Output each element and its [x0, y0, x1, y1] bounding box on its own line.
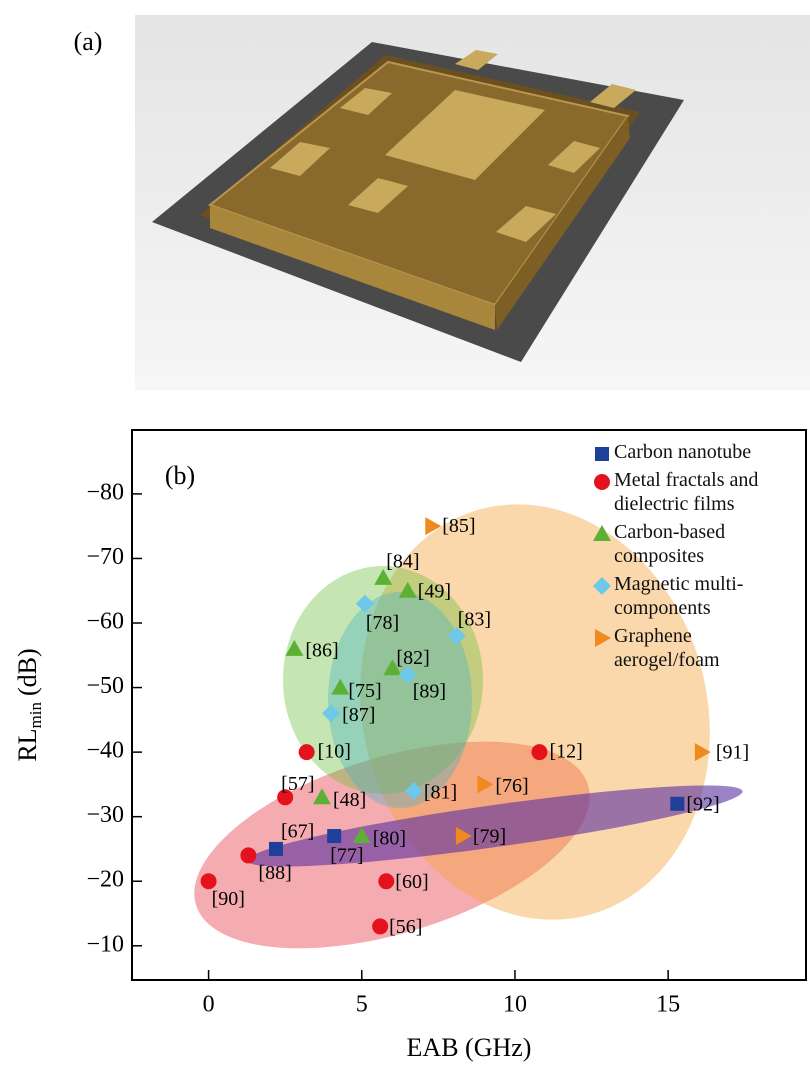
marker: [268, 841, 283, 856]
x-tick-label: 15: [656, 992, 680, 1018]
y-tick-label: −60: [86, 609, 124, 635]
marker: [398, 665, 417, 684]
legend-label: Metal fractals and dielectric films: [614, 469, 759, 515]
legend-swatch: [593, 525, 611, 541]
chart: 0 5 10 15 −10 −20 −30 −40 −50 −60 −70 −80 [67] [77] [9…: [86, 479, 749, 1017]
data-label: [88]: [258, 862, 291, 884]
marker: [312, 788, 331, 805]
data-label: [10]: [318, 741, 351, 763]
marker: [355, 594, 374, 613]
data-label: [76]: [495, 775, 528, 797]
marker: [595, 447, 609, 461]
data-label: [78]: [366, 612, 399, 634]
legend-swatch: [595, 629, 611, 647]
shaded-regions: [194, 504, 743, 949]
data-label: [85]: [442, 515, 475, 537]
marker: [378, 873, 395, 890]
data-label: [89]: [413, 680, 446, 702]
marker: [477, 775, 494, 794]
x-tick-label: 5: [356, 992, 368, 1018]
data-label: [49]: [418, 580, 451, 602]
data-label: [92]: [686, 793, 719, 815]
data-label: [75]: [348, 680, 381, 702]
x-tick-label: 0: [203, 992, 215, 1018]
marker: [383, 659, 402, 676]
marker: [595, 629, 611, 647]
legend-item: Metal fractals and dielectric films: [592, 468, 802, 516]
marker: [285, 639, 304, 656]
data-label: [81]: [424, 781, 457, 803]
x-axis-label: EAB (GHz): [407, 1033, 532, 1062]
y-tick-label: −40: [86, 738, 124, 764]
y-tick-label: −20: [86, 867, 124, 893]
data-label: [77]: [330, 845, 363, 867]
data-label: [57]: [281, 773, 314, 795]
render-image: [135, 15, 810, 390]
y-label-sub: min: [26, 701, 45, 728]
data-label: [48]: [333, 789, 366, 811]
data-label: [91]: [716, 742, 749, 764]
legend-item: Carbon nanotube: [592, 440, 802, 464]
marker: [372, 918, 389, 935]
y-tick-label: −80: [86, 479, 124, 505]
marker: [352, 827, 371, 844]
data-label: [83]: [458, 609, 491, 631]
marker: [277, 789, 294, 806]
marker: [298, 744, 315, 761]
legend-swatch: [593, 577, 611, 595]
plot-frame: [131, 429, 807, 981]
y-tick-label: −30: [86, 802, 124, 828]
data-label: [56]: [389, 916, 422, 938]
data-label: [82]: [396, 647, 429, 669]
y-tick-label: −50: [86, 673, 124, 699]
legend-swatch: [595, 447, 609, 461]
y-axis-label: RLmin (dB): [13, 648, 45, 761]
legend-label: Carbon nanotube: [614, 441, 752, 463]
marker: [404, 781, 423, 800]
marker: [694, 743, 711, 762]
panel-label: (b): [165, 461, 195, 490]
y-tick-label: −70: [86, 544, 124, 570]
marker: [327, 829, 342, 844]
data-label: [12]: [549, 741, 582, 763]
marker: [425, 517, 442, 536]
data-label: [67]: [281, 821, 314, 843]
data-label: [86]: [305, 639, 338, 661]
data-label: [90]: [212, 888, 245, 910]
marker: [200, 873, 217, 890]
marker: [447, 626, 466, 645]
marker: [398, 581, 417, 598]
legend-item: Magnetic multi-components: [592, 572, 802, 620]
marker: [331, 678, 350, 695]
x-tick-label: 10: [503, 992, 527, 1018]
legend: Carbon nanotube Metal fractals and dielec…: [592, 440, 802, 676]
marker: [594, 474, 610, 490]
legend-label: Graphene aerogel/foam: [614, 625, 720, 671]
marker: [455, 827, 472, 846]
data-label: [84]: [386, 550, 419, 572]
data-label: [60]: [395, 871, 428, 893]
legend-swatch: [594, 474, 610, 490]
marker: [593, 577, 611, 595]
y-tick-label: −10: [86, 931, 124, 957]
panel-label: (a): [74, 27, 103, 56]
legend-item: Graphene aerogel/foam: [592, 624, 802, 672]
marker: [593, 525, 611, 541]
legend-item: Carbon-based composites: [592, 520, 802, 568]
legend-label: Magnetic multi-components: [614, 573, 744, 619]
data-label: [79]: [473, 826, 506, 848]
data-label: [80]: [373, 828, 406, 850]
legend-label: Carbon-based composites: [614, 521, 726, 567]
y-label-main: RL: [13, 728, 42, 761]
marker: [531, 744, 548, 761]
marker: [374, 568, 393, 585]
y-label-unit: (dB): [13, 648, 42, 696]
data-label: [87]: [342, 704, 375, 726]
marker: [670, 796, 685, 811]
marker: [322, 704, 341, 723]
marker: [240, 847, 257, 864]
